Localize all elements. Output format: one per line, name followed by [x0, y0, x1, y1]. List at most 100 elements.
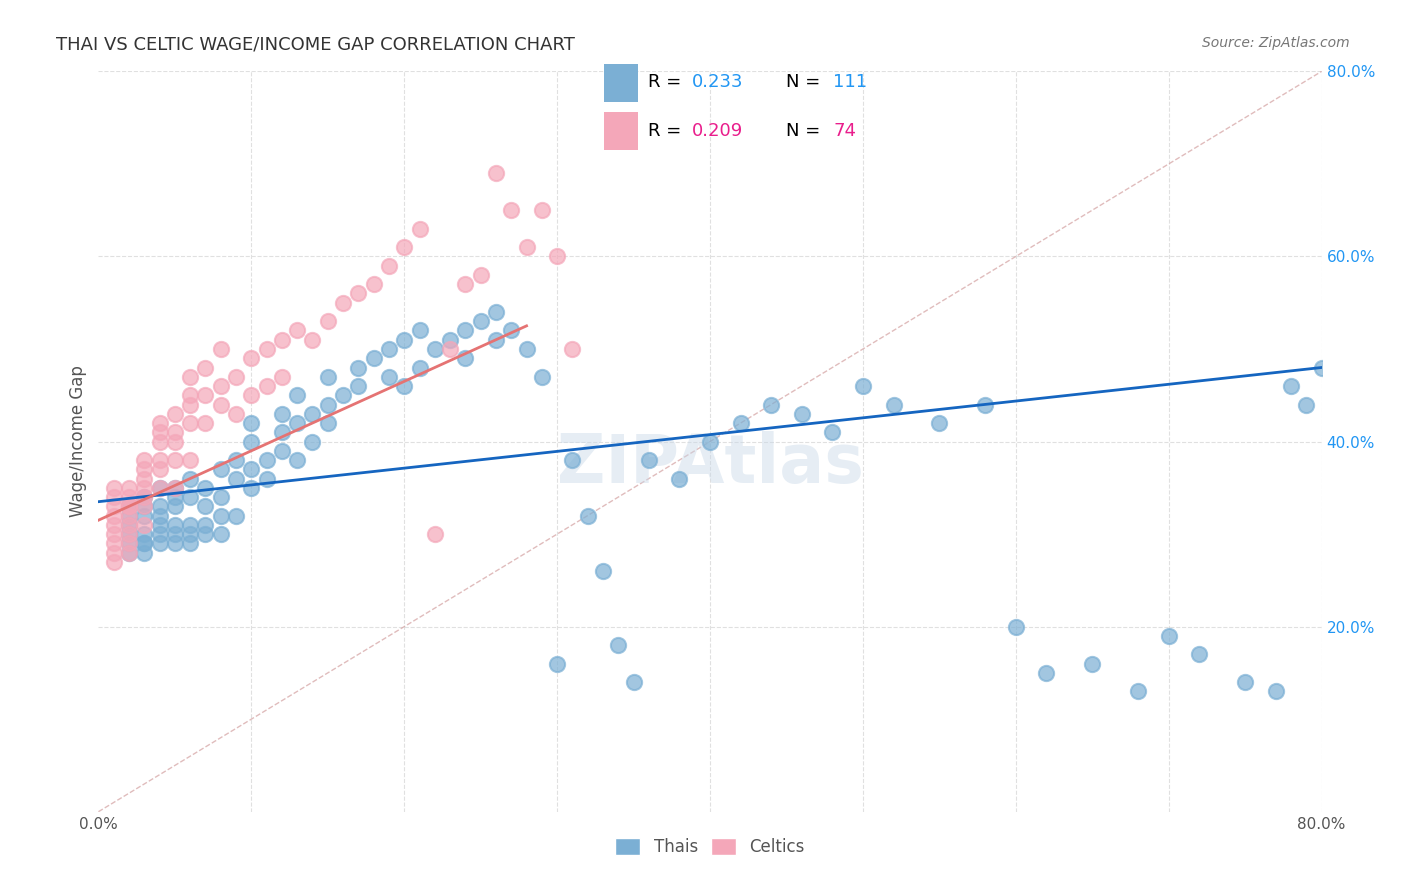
Text: ZIPAtlas: ZIPAtlas [557, 431, 863, 497]
Celtics [285, 324, 308, 338]
Thais [1264, 684, 1286, 698]
Text: Source: ZipAtlas.com: Source: ZipAtlas.com [1202, 36, 1350, 50]
Thais [240, 416, 263, 430]
Thais [392, 333, 416, 347]
Thais [149, 481, 172, 495]
Thais [149, 536, 172, 550]
Celtics [103, 490, 125, 504]
Celtics [363, 277, 385, 292]
Celtics [485, 166, 508, 180]
Thais [149, 517, 172, 532]
Thais [408, 324, 430, 338]
Thais [408, 360, 430, 375]
Celtics [118, 517, 141, 532]
Thais [485, 305, 508, 319]
Thais [485, 333, 508, 347]
Thais [163, 500, 186, 514]
Thais [134, 500, 156, 514]
Thais [576, 508, 599, 523]
Thais [163, 490, 186, 504]
Text: 111: 111 [834, 73, 868, 91]
Celtics [118, 500, 141, 514]
Celtics [134, 517, 156, 532]
Celtics [209, 342, 232, 356]
Thais [149, 500, 172, 514]
Thais [1157, 629, 1180, 643]
Thais [592, 564, 614, 578]
Celtics [179, 416, 201, 430]
Thais [852, 379, 875, 393]
Celtics [118, 527, 141, 541]
Thais [363, 351, 385, 366]
Celtics [240, 351, 263, 366]
Thais [637, 453, 661, 467]
Celtics [378, 259, 401, 273]
Thais [118, 527, 141, 541]
Thais [1371, 360, 1393, 375]
Thais [1188, 648, 1211, 662]
Thais [378, 342, 401, 356]
Celtics [516, 240, 538, 254]
Celtics [439, 342, 461, 356]
Text: 74: 74 [834, 121, 856, 139]
Celtics [301, 333, 323, 347]
Celtics [163, 453, 186, 467]
Thais [134, 527, 156, 541]
Celtics [316, 314, 339, 328]
Thais [1326, 379, 1348, 393]
Celtics [256, 342, 278, 356]
Celtics [118, 481, 141, 495]
Celtics [103, 508, 125, 523]
Thais [730, 416, 752, 430]
Text: N =: N = [786, 73, 827, 91]
Celtics [240, 388, 263, 402]
Thais [163, 481, 186, 495]
Celtics [149, 462, 172, 476]
Thais [1310, 360, 1333, 375]
Thais [1341, 342, 1364, 356]
Celtics [149, 416, 172, 430]
Celtics [103, 517, 125, 532]
Thais [256, 453, 278, 467]
Thais [118, 536, 141, 550]
Thais [928, 416, 950, 430]
Celtics [501, 203, 523, 218]
Celtics [134, 462, 156, 476]
Thais [316, 397, 339, 411]
Thais [316, 369, 339, 384]
Celtics [149, 453, 172, 467]
Y-axis label: Wage/Income Gap: Wage/Income Gap [69, 366, 87, 517]
Thais [607, 638, 630, 652]
Celtics [347, 286, 370, 301]
Thais [149, 508, 172, 523]
Celtics [103, 555, 125, 569]
Celtics [179, 369, 201, 384]
Thais [423, 342, 446, 356]
Thais [501, 324, 523, 338]
Thais [209, 508, 232, 523]
Celtics [454, 277, 477, 292]
Thais [179, 490, 201, 504]
Celtics [118, 508, 141, 523]
Thais [668, 471, 690, 485]
Thais [118, 500, 141, 514]
Celtics [103, 500, 125, 514]
Text: N =: N = [786, 121, 827, 139]
Celtics [118, 545, 141, 560]
Thais [561, 453, 583, 467]
Thais [1004, 619, 1026, 633]
Celtics [209, 379, 232, 393]
Thais [454, 324, 477, 338]
Thais [332, 388, 354, 402]
Celtics [103, 545, 125, 560]
Thais [163, 527, 186, 541]
Thais [194, 527, 217, 541]
Celtics [163, 425, 186, 440]
Thais [134, 508, 156, 523]
Thais [163, 517, 186, 532]
Bar [605, 64, 638, 102]
Thais [439, 333, 461, 347]
Celtics [134, 453, 156, 467]
Thais [285, 388, 308, 402]
Thais [1081, 657, 1104, 671]
